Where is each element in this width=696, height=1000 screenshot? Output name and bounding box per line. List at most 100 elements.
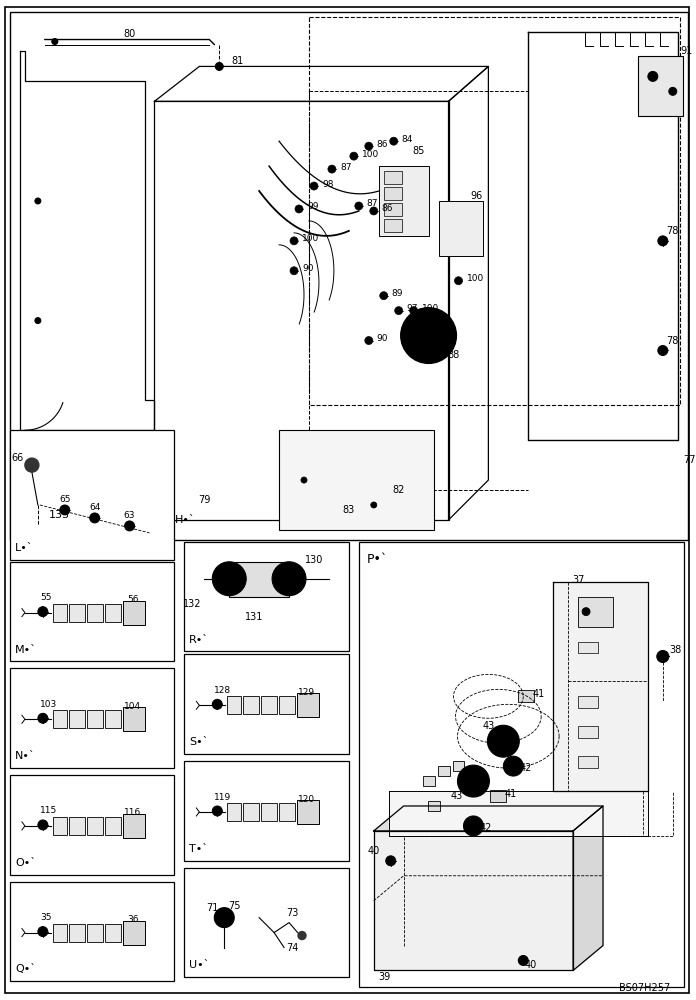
- Bar: [104, 604, 120, 622]
- Text: 131: 131: [245, 612, 263, 622]
- Circle shape: [355, 202, 363, 210]
- Circle shape: [365, 142, 373, 150]
- Polygon shape: [573, 806, 603, 970]
- Text: 100: 100: [302, 234, 319, 243]
- Bar: [279, 696, 295, 714]
- Circle shape: [212, 562, 246, 596]
- Bar: [243, 803, 259, 821]
- Bar: [69, 710, 85, 728]
- Polygon shape: [155, 101, 448, 520]
- Text: 78: 78: [666, 336, 678, 346]
- Text: 41: 41: [504, 789, 516, 799]
- Text: 100: 100: [422, 304, 439, 313]
- Text: 80: 80: [123, 29, 136, 39]
- Bar: [184, 868, 349, 977]
- Circle shape: [35, 198, 41, 204]
- Text: 35: 35: [40, 913, 52, 922]
- Circle shape: [454, 277, 462, 285]
- Circle shape: [328, 165, 336, 173]
- Circle shape: [380, 292, 388, 300]
- Circle shape: [466, 773, 482, 789]
- Polygon shape: [20, 51, 155, 430]
- Polygon shape: [389, 791, 648, 836]
- Text: 79: 79: [198, 495, 210, 505]
- Bar: [578, 756, 598, 768]
- Bar: [452, 761, 464, 771]
- Circle shape: [38, 927, 48, 937]
- Text: 84: 84: [402, 135, 413, 144]
- Circle shape: [582, 608, 590, 616]
- Circle shape: [25, 458, 39, 472]
- Text: 43: 43: [482, 721, 495, 731]
- Bar: [122, 921, 145, 945]
- Text: O•`: O•`: [15, 858, 35, 868]
- Bar: [122, 814, 145, 838]
- Bar: [578, 642, 598, 653]
- Circle shape: [52, 39, 58, 45]
- Bar: [438, 766, 450, 776]
- Bar: [383, 219, 402, 232]
- Text: 98: 98: [322, 180, 333, 189]
- Text: Q•`: Q•`: [15, 964, 35, 974]
- Circle shape: [658, 236, 667, 246]
- Bar: [53, 710, 67, 728]
- Polygon shape: [155, 66, 489, 101]
- Text: 90: 90: [302, 264, 313, 273]
- Text: 73: 73: [286, 908, 298, 918]
- Circle shape: [60, 505, 70, 515]
- Text: 37: 37: [572, 575, 584, 585]
- Text: 43: 43: [450, 791, 463, 801]
- Circle shape: [222, 572, 236, 586]
- Circle shape: [371, 502, 377, 508]
- Circle shape: [395, 307, 403, 315]
- Bar: [87, 817, 103, 835]
- Polygon shape: [374, 831, 573, 970]
- Bar: [228, 803, 242, 821]
- Text: 63: 63: [124, 511, 135, 520]
- Text: M•`: M•`: [15, 645, 37, 655]
- Circle shape: [290, 267, 298, 275]
- Bar: [87, 604, 103, 622]
- Circle shape: [350, 152, 358, 160]
- Circle shape: [35, 318, 41, 324]
- Circle shape: [386, 856, 396, 866]
- Text: 36: 36: [127, 915, 139, 924]
- Circle shape: [370, 207, 378, 215]
- Text: 115: 115: [40, 806, 57, 815]
- Circle shape: [519, 955, 528, 965]
- Text: 78: 78: [666, 226, 678, 236]
- Circle shape: [90, 513, 100, 523]
- Circle shape: [390, 137, 397, 145]
- Circle shape: [272, 562, 306, 596]
- Text: 86: 86: [381, 204, 393, 213]
- Text: 40: 40: [524, 960, 537, 970]
- Circle shape: [365, 337, 373, 345]
- Bar: [578, 726, 598, 738]
- Bar: [53, 924, 67, 942]
- Text: 88: 88: [448, 350, 459, 360]
- Circle shape: [310, 182, 318, 190]
- Text: 99: 99: [307, 202, 319, 211]
- Text: 97: 97: [406, 304, 418, 313]
- Bar: [122, 601, 145, 625]
- Text: 71: 71: [206, 903, 219, 913]
- Circle shape: [487, 725, 519, 757]
- Bar: [438, 201, 484, 256]
- Circle shape: [38, 820, 48, 830]
- Text: 120: 120: [299, 795, 315, 804]
- Text: 103: 103: [40, 700, 57, 709]
- Text: S•`: S•`: [189, 737, 209, 747]
- Text: 40: 40: [367, 846, 380, 856]
- Text: 100: 100: [466, 274, 484, 283]
- Text: 81: 81: [231, 56, 244, 66]
- Bar: [578, 696, 598, 708]
- Text: 89: 89: [392, 289, 403, 298]
- Circle shape: [38, 607, 48, 617]
- Text: 75: 75: [228, 901, 241, 911]
- Text: 116: 116: [124, 808, 141, 817]
- Text: 129: 129: [299, 688, 315, 697]
- Text: 64: 64: [89, 503, 100, 512]
- Bar: [10, 882, 175, 981]
- Bar: [53, 604, 67, 622]
- Circle shape: [648, 71, 658, 81]
